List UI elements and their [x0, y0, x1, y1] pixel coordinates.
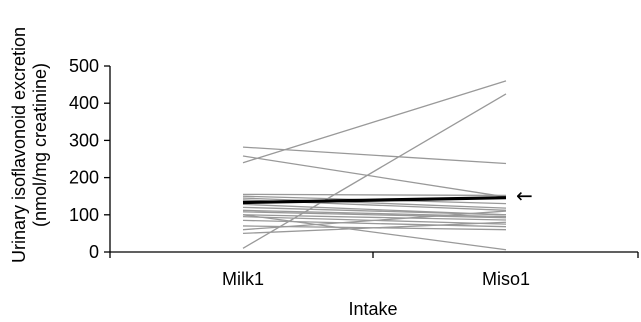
subject-line — [242, 219, 507, 228]
subject-line — [242, 221, 507, 235]
subject-line — [242, 155, 507, 198]
subject-line — [242, 210, 507, 231]
x-tick-label: Milk1 — [222, 269, 264, 289]
subject-line — [242, 211, 507, 219]
x-ticks: Milk1 Miso1 — [109, 252, 639, 289]
y-tick-label: 400 — [69, 93, 99, 113]
subject-line — [242, 209, 507, 218]
subject-line — [242, 93, 507, 249]
y-tick-label: 200 — [69, 168, 99, 188]
annotations: ← — [516, 184, 533, 208]
y-axis-label-line1: Urinary isoflavonoid excretion — [9, 27, 29, 263]
subject-line — [242, 214, 507, 251]
mean-arrow-annotation: ← — [516, 184, 533, 208]
mean-line-group — [242, 196, 507, 205]
subject-line — [242, 197, 507, 209]
y-tick-label: 0 — [89, 242, 99, 262]
x-tick-label: Miso1 — [482, 269, 530, 289]
subject-line — [242, 193, 507, 197]
x-axis-label: Intake — [348, 299, 397, 319]
subject-line — [242, 80, 507, 164]
y-axis-label-line2: (nmol/mg creatinine) — [30, 63, 50, 227]
mean-line — [242, 196, 507, 205]
y-tick-label: 300 — [69, 130, 99, 150]
individual-lines — [242, 80, 507, 251]
subject-line — [242, 214, 507, 221]
y-ticks: 0 100 200 300 400 500 — [69, 56, 110, 262]
y-axis-label: Urinary isoflavonoid excretion (nmol/mg … — [9, 27, 50, 263]
y-tick-label: 500 — [69, 56, 99, 76]
y-tick-label: 100 — [69, 205, 99, 225]
subject-line — [242, 146, 507, 165]
